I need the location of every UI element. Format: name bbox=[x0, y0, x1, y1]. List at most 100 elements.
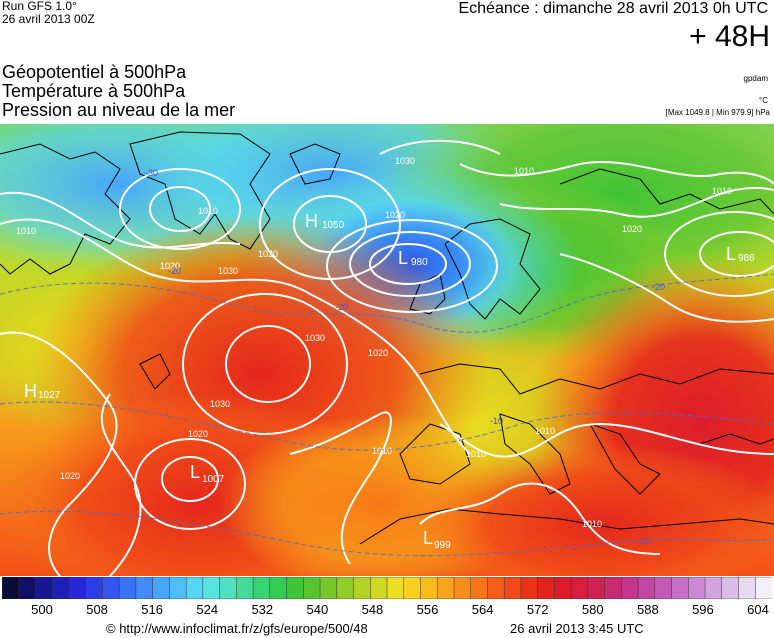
scale-tick-label: 516 bbox=[141, 602, 163, 617]
color-swatch bbox=[554, 577, 572, 599]
color-swatch bbox=[152, 577, 171, 599]
scale-tick-label: 500 bbox=[31, 602, 53, 617]
high-symbol: H bbox=[305, 211, 318, 231]
color-swatch bbox=[303, 577, 321, 599]
isobar-label: 1030 bbox=[395, 156, 415, 166]
color-swatch bbox=[319, 577, 338, 599]
isobars bbox=[0, 139, 774, 576]
high-value: 1027 bbox=[38, 390, 61, 401]
low-symbol: L bbox=[398, 248, 408, 268]
color-swatch bbox=[487, 577, 505, 599]
color-swatch bbox=[755, 577, 772, 599]
high-symbol: H bbox=[24, 381, 37, 401]
scale-tick-label: 532 bbox=[251, 602, 274, 617]
low-symbol: L bbox=[726, 244, 736, 264]
color-swatch bbox=[604, 577, 623, 599]
color-swatch bbox=[169, 577, 187, 599]
low-value: 1007 bbox=[202, 474, 225, 485]
pressure-center-high-1027: H 1027 bbox=[24, 381, 61, 401]
color-swatch bbox=[2, 577, 20, 599]
temp-label: -10 bbox=[490, 416, 503, 426]
color-swatch bbox=[336, 577, 355, 599]
pressure-range: [Max 1049.8 | Min 979.9] hPa bbox=[665, 108, 770, 117]
scale-tick-label: 596 bbox=[692, 602, 714, 617]
pressure-center-low-986: L 986 bbox=[726, 244, 755, 264]
temp-label: -30 bbox=[145, 168, 158, 178]
color-swatch bbox=[85, 577, 104, 599]
color-swatch bbox=[403, 577, 422, 599]
low-value: 980 bbox=[411, 257, 428, 268]
color-swatch bbox=[570, 577, 589, 599]
low-symbol: L bbox=[423, 528, 433, 548]
title-pressure: Pression au niveau de la mer bbox=[2, 100, 236, 120]
color-swatch bbox=[236, 577, 254, 599]
scale-tick-label: 580 bbox=[581, 602, 604, 617]
scale-tick-label: 572 bbox=[526, 602, 549, 617]
isobar-label: 1010 bbox=[16, 226, 36, 236]
color-swatch bbox=[704, 577, 723, 599]
color-swatch bbox=[370, 577, 388, 599]
color-swatch bbox=[185, 577, 204, 599]
lead-time: + 48H bbox=[689, 20, 770, 53]
coastlines bbox=[0, 131, 774, 545]
color-swatch bbox=[353, 577, 372, 599]
forecast-valid-time: Echéance : dimanche 28 avril 2013 0h UTC bbox=[458, 0, 768, 17]
color-scale-bar bbox=[2, 577, 772, 599]
color-swatch bbox=[118, 577, 137, 599]
isobar-label: 1010 bbox=[372, 446, 392, 456]
color-swatch bbox=[587, 577, 606, 599]
scale-tick-label: 508 bbox=[86, 602, 108, 617]
isobar-label: 1030 bbox=[218, 266, 238, 276]
scale-tick-label: 604 bbox=[747, 602, 769, 617]
temperature-isolines bbox=[0, 273, 774, 557]
scale-tick-label: 564 bbox=[471, 602, 494, 617]
temp-label: -20 bbox=[335, 302, 348, 312]
scale-tick-label: 556 bbox=[416, 602, 439, 617]
isobar-label: 1020 bbox=[160, 261, 180, 271]
color-swatch bbox=[637, 577, 656, 599]
isobar-label: 1010 bbox=[198, 206, 218, 216]
run-label: Run GFS 1.0° bbox=[2, 0, 77, 13]
isobar-label: 1020 bbox=[385, 210, 405, 220]
color-swatch bbox=[252, 577, 271, 599]
temp-label: -20 bbox=[652, 282, 665, 292]
temp-label: -20 bbox=[168, 266, 181, 276]
color-swatch bbox=[621, 577, 639, 599]
isobar-label: 1020 bbox=[258, 249, 278, 259]
color-swatch bbox=[51, 577, 70, 599]
pressure-center-high-1050: H 1050 bbox=[305, 211, 345, 231]
isobar-label: 1020 bbox=[368, 348, 388, 358]
color-swatch bbox=[219, 577, 238, 599]
color-swatch bbox=[688, 577, 706, 599]
low-value: 999 bbox=[434, 540, 451, 551]
run-date: 26 avril 2013 00Z bbox=[2, 12, 95, 26]
color-swatch bbox=[453, 577, 472, 599]
isobar-label: 1020 bbox=[188, 429, 208, 439]
isobar-label: 1030 bbox=[210, 399, 230, 409]
low-symbol: L bbox=[190, 462, 200, 482]
scale-tick-label: 548 bbox=[361, 602, 384, 617]
issue-time: 26 avril 2013 3:45 UTC bbox=[510, 621, 644, 636]
color-swatch bbox=[135, 577, 154, 599]
isobar-label: 1010 bbox=[466, 449, 486, 459]
weather-map: H 1050 L 980 L 986 H 1027 L 1007 L 999 1… bbox=[0, 124, 774, 576]
color-swatch bbox=[102, 577, 120, 599]
color-swatch bbox=[35, 577, 53, 599]
isobar-label: 1010 bbox=[582, 519, 602, 529]
isobar-label: 1020 bbox=[622, 224, 642, 234]
low-value: 986 bbox=[738, 253, 755, 264]
isobar-label: 1010 bbox=[514, 166, 534, 176]
color-swatch bbox=[68, 577, 87, 599]
unit-temperature: °C bbox=[759, 96, 768, 105]
scale-tick-label: 524 bbox=[196, 602, 219, 617]
color-swatch bbox=[269, 577, 288, 599]
temperature-labels: -30 -20 -20 -10 -20 -10 bbox=[145, 168, 665, 546]
pressure-center-low-980: L 980 bbox=[398, 248, 428, 268]
isobar-label: 1020 bbox=[60, 471, 80, 481]
color-swatch bbox=[286, 577, 305, 599]
color-swatch bbox=[18, 577, 37, 599]
color-swatch bbox=[386, 577, 405, 599]
isobar-labels: 1010 1020 1030 1010 1020 1030 1020 1010 … bbox=[16, 156, 732, 529]
isobar-label: 1030 bbox=[305, 333, 325, 343]
temp-label: -10 bbox=[636, 536, 649, 546]
